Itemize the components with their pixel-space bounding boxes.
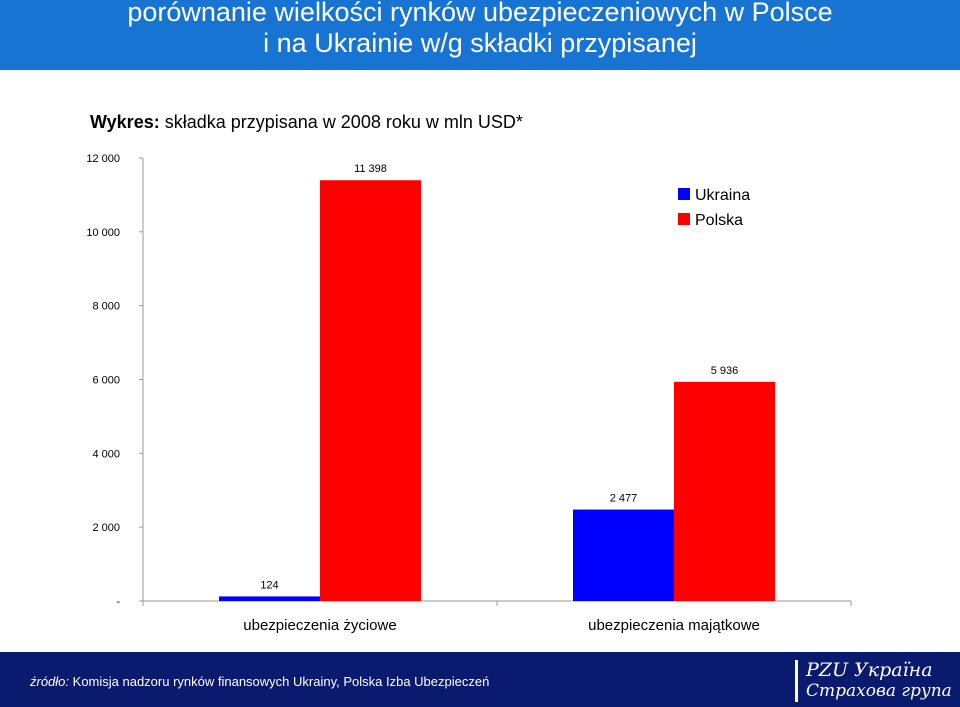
bar-polska-2 [674,381,775,601]
bar-ukraina-1 [219,596,320,601]
data-label: 124 [260,579,278,591]
header-banner: porównanie wielkości rynków ubezpieczeni… [0,0,960,70]
data-label: 2 477 [610,493,638,505]
y-tick-label: 8 000 [92,301,120,313]
y-tick-label: 12 000 [86,153,120,165]
y-tick-label: 6 000 [92,375,120,387]
footer-bar: źródło: Komisja nadzoru rynków finansowy… [0,652,960,707]
legend-label-ukraina: Ukraina [695,187,750,204]
y-tick-label: 10 000 [86,227,120,239]
page-title-line1: porównanie wielkości rynków ubezpieczeni… [127,0,833,27]
source-text: Komisja nadzoru rynków finansowych Ukrai… [69,674,490,689]
page-title-line2: i na Ukrainie w/g składki przypisanej [263,28,697,58]
y-tick-label: 4 000 [92,448,120,460]
y-tick-label: 2 000 [92,522,120,534]
legend-swatch-polska [678,213,690,225]
logo-name: PZU Україна [806,659,933,681]
company-logo: PZU Україна Страхова група [795,660,952,702]
chart-caption-prefix: Wykres: [90,112,160,132]
data-label: 5 936 [711,365,739,377]
legend-swatch-ukraina [678,188,690,200]
logo-subtitle: Страхова група [806,681,952,701]
y-tick-label: - [116,596,120,608]
x-category-label: ubezpieczenia majątkowe [588,617,760,634]
source-note: źródło: Komisja nadzoru rynków finansowy… [30,674,489,689]
bar-polska-1 [320,180,421,602]
source-prefix: źródło: [30,674,70,689]
bar-ukraina-2 [573,509,674,601]
legend-label-polska: Polska [695,212,743,229]
chart-caption-text: składka przypisana w 2008 roku w mln USD… [159,112,523,132]
bar-chart: - 2 000 4 000 6 000 8 000 10 000 12 000 124 11 3… [86,153,852,634]
chart-caption: Wykres: składka przypisana w 2008 roku w… [90,112,523,133]
x-category-label: ubezpieczenia życiowe [243,617,396,634]
data-label: 11 398 [354,163,387,175]
